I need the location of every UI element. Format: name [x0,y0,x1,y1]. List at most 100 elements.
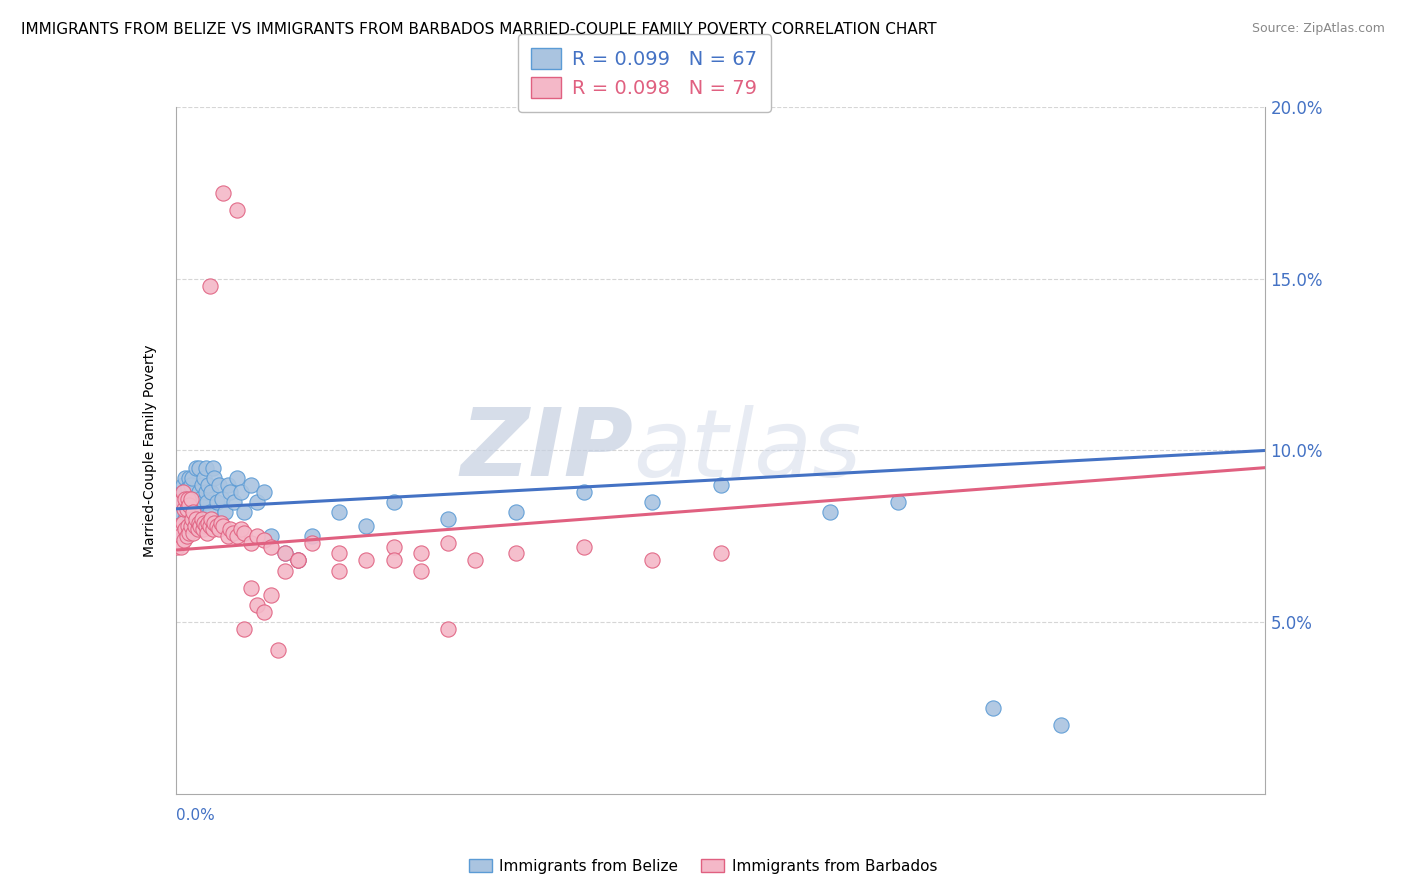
Point [301,536,323,550]
Point [180,519,202,533]
Point [179,471,201,485]
Point [198,519,221,533]
Point [179,499,201,513]
Point [186,495,208,509]
Point [217,529,239,543]
Point [505,505,527,519]
Point [190,478,212,492]
Point [177,491,200,506]
Point [184,519,207,533]
Point [239,581,262,595]
Point [574,540,596,554]
Point [181,512,204,526]
Point [174,523,197,537]
Point [170,540,193,554]
Point [382,540,405,554]
Point [437,622,460,636]
Point [208,478,231,492]
Point [190,512,212,526]
Point [409,564,432,578]
Legend: Immigrants from Belize, Immigrants from Barbados: Immigrants from Belize, Immigrants from … [463,853,943,880]
Point [464,553,486,567]
Point [187,484,209,499]
Point [186,505,209,519]
Point [214,505,236,519]
Point [187,516,209,530]
Point [260,540,283,554]
Text: atlas: atlas [633,405,862,496]
Point [198,278,221,293]
Point [191,495,214,509]
Point [301,529,323,543]
Point [356,553,378,567]
Point [211,491,233,506]
Point [169,505,191,519]
Point [409,546,432,561]
Point [356,519,378,533]
Point [212,519,235,533]
Point [274,546,297,561]
Point [232,525,254,540]
Point [195,495,218,509]
Point [179,505,201,519]
Point [174,491,197,506]
Point [1050,718,1073,732]
Point [253,605,276,619]
Point [166,540,188,554]
Point [641,553,664,567]
Point [198,505,221,519]
Point [169,529,191,543]
Text: 0.0%: 0.0% [176,807,215,822]
Point [328,505,350,519]
Point [176,529,198,543]
Text: Source: ZipAtlas.com: Source: ZipAtlas.com [1251,22,1385,36]
Point [181,501,204,516]
Point [174,512,197,526]
Point [184,501,207,516]
Point [437,512,460,526]
Text: ZIP: ZIP [461,404,633,497]
Point [176,501,198,516]
Point [183,505,205,519]
Point [180,512,202,526]
Point [274,564,297,578]
Point [202,471,225,485]
Point [173,519,195,533]
Point [197,516,219,530]
Text: IMMIGRANTS FROM BELIZE VS IMMIGRANTS FROM BARBADOS MARRIED-COUPLE FAMILY POVERTY: IMMIGRANTS FROM BELIZE VS IMMIGRANTS FRO… [21,22,936,37]
Point [173,484,195,499]
Point [224,495,246,509]
Point [886,495,908,509]
Point [231,484,253,499]
Point [217,478,239,492]
Point [186,512,208,526]
Y-axis label: Married-Couple Family Poverty: Married-Couple Family Poverty [143,344,157,557]
Point [226,529,249,543]
Point [437,536,460,550]
Point [246,598,269,612]
Point [232,622,254,636]
Legend: R = 0.099   N = 67, R = 0.098   N = 79: R = 0.099 N = 67, R = 0.098 N = 79 [517,34,770,112]
Point [194,484,217,499]
Point [173,501,195,516]
Point [232,505,254,519]
Point [172,478,194,492]
Point [180,478,202,492]
Point [173,533,195,547]
Point [710,546,733,561]
Point [209,516,232,530]
Point [219,523,242,537]
Point [287,553,309,567]
Point [818,505,841,519]
Point [191,523,214,537]
Point [180,491,202,506]
Point [328,546,350,561]
Point [202,516,225,530]
Point [710,478,733,492]
Point [231,523,253,537]
Point [212,186,235,200]
Point [172,529,194,543]
Point [260,588,283,602]
Point [274,546,297,561]
Point [186,523,209,537]
